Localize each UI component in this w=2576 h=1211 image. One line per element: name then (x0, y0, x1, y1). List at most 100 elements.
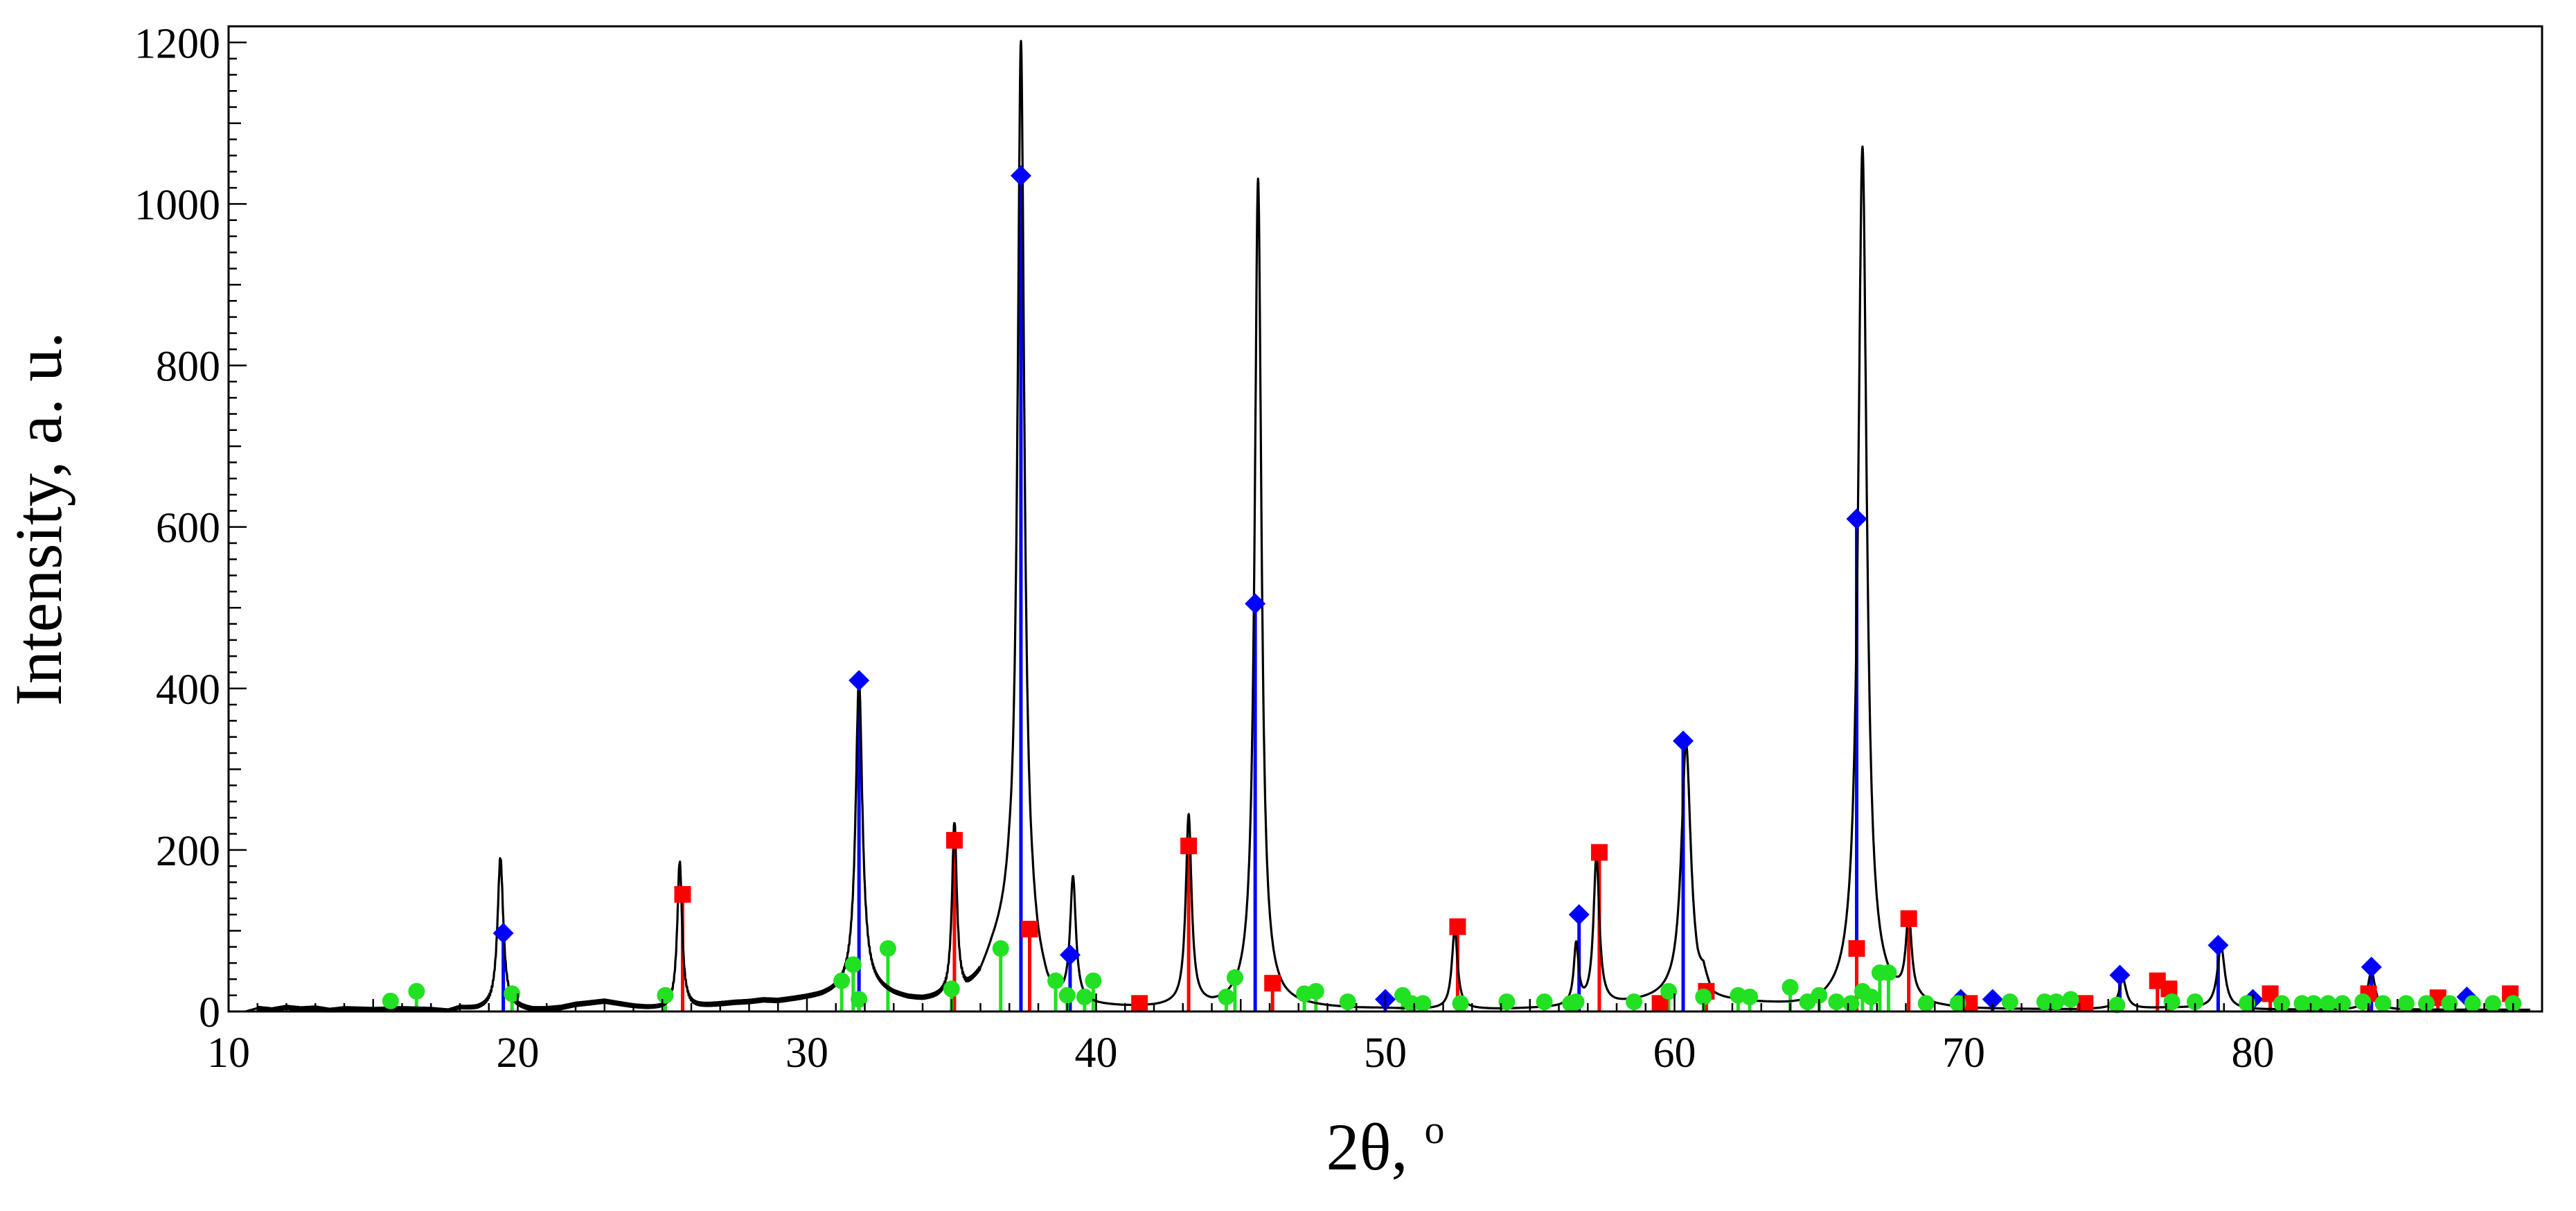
reference-marker-circle (2320, 995, 2337, 1012)
reference-marker-diamond (849, 670, 870, 691)
reference-marker-circle (844, 956, 862, 973)
reference-marker-circle (1842, 995, 1860, 1012)
x-tick-label: 70 (1942, 1029, 1985, 1077)
x-axis-title-main: 2θ, (1326, 1110, 1425, 1184)
reference-marker-circle (1403, 995, 1420, 1012)
reference-marker-circle (1695, 989, 1712, 1006)
reference-marker-circle (1058, 987, 1076, 1004)
reference-marker-circle (1076, 989, 1093, 1006)
x-tick-label: 80 (2232, 1029, 2275, 1077)
reference-marker-circle (1085, 972, 1102, 989)
reference-marker-square (1180, 838, 1198, 855)
reference-marker-circle (1828, 993, 1845, 1011)
reference-marker-circle (943, 980, 960, 998)
reference-marker-diamond (1568, 904, 1590, 926)
x-tick-label: 50 (1364, 1029, 1407, 1077)
reference-marker-circle (2397, 995, 2415, 1012)
y-tick-label: 200 (156, 828, 220, 875)
reference-marker-circle (2001, 993, 2018, 1011)
reference-marker-circle (1307, 982, 1324, 1000)
y-axis-ticks: 0 200 400 600 800 1000 1200 (134, 20, 247, 1036)
reference-marker-circle (879, 940, 896, 957)
reference-marker-diamond (1673, 730, 1694, 752)
reference-marker-circle (2293, 995, 2311, 1012)
x-tick-label: 60 (1653, 1029, 1696, 1077)
reference-marker-circle (2062, 991, 2079, 1008)
reference-marker-circle (504, 985, 521, 1002)
y-tick-label: 1200 (134, 20, 220, 67)
reference-marker-circle (2036, 993, 2053, 1011)
reference-marker-square (1131, 995, 1148, 1012)
x-axis-title: 2θ, o (1326, 1107, 1445, 1184)
reference-marker-circle (2305, 995, 2322, 1012)
reference-marker-circle (2441, 995, 2458, 1012)
reference-marker-circle (1626, 993, 1643, 1011)
reference-marker-circle (1567, 993, 1585, 1011)
reference-marker-diamond (1245, 593, 1266, 615)
reference-marker-square (945, 831, 963, 849)
reference-marker-circle (2485, 995, 2502, 1012)
reference-marker-circle (2163, 993, 2180, 1011)
x-tick-label: 30 (785, 1029, 828, 1077)
reference-marker-circle (1452, 995, 1469, 1012)
reference-marker-square (1449, 918, 1466, 935)
reference-marker-diamond (1010, 165, 1031, 186)
reference-marker-circle (1782, 979, 1799, 996)
y-tick-label: 1000 (134, 182, 220, 229)
reference-marker-circle (2108, 996, 2126, 1014)
reference-marker-diamond (492, 922, 514, 944)
reference-marker-circle (408, 982, 425, 1000)
reference-marker-circle (1218, 989, 1235, 1006)
reference-marker-circle (992, 940, 1009, 957)
x-tick-label: 10 (207, 1029, 250, 1077)
reference-marker-diamond (2208, 935, 2229, 956)
reference-marker-diamond (1059, 944, 1081, 966)
x-tick-label: 40 (1075, 1029, 1118, 1077)
reference-marker-circle (2374, 995, 2392, 1012)
reference-marker-square (1021, 921, 1038, 938)
reference-marker-circle (1226, 969, 1243, 987)
reference-marker-circle (1917, 995, 1935, 1012)
reference-marker-diamond (2109, 964, 2131, 986)
reference-marker-square (674, 885, 691, 903)
reference-marker-diamond (1982, 989, 2003, 1010)
reference-marker-circle (2239, 995, 2256, 1012)
reference-marker-circle (1949, 995, 1966, 1012)
reference-marker-square (1900, 910, 1917, 927)
reference-markers (382, 165, 2522, 1014)
reference-marker-circle (1047, 972, 1065, 989)
reference-marker-diamond (1846, 509, 1867, 529)
reference-marker-square (1264, 975, 1281, 992)
y-tick-label: 800 (156, 344, 220, 391)
y-tick-label: 0 (199, 989, 220, 1036)
reference-marker-circle (657, 987, 674, 1004)
reference-marker-circle (1880, 964, 1897, 982)
reference-marker-circle (1741, 989, 1759, 1006)
reference-marker-circle (1811, 987, 1828, 1004)
reference-marker-square (1590, 844, 1608, 861)
reference-marker-circle (1414, 995, 1432, 1012)
x-axis-title-superscript: o (1424, 1107, 1444, 1152)
reference-marker-circle (2334, 995, 2351, 1012)
reference-marker-square (1848, 940, 1865, 957)
reference-marker-circle (833, 972, 851, 989)
reference-marker-circle (2354, 993, 2372, 1011)
reference-marker-diamond (2361, 956, 2382, 978)
reference-marker-circle (1863, 989, 1880, 1006)
x-tick-label: 20 (497, 1029, 540, 1077)
diffraction-pattern-line (245, 39, 2532, 1013)
reference-marker-circle (2187, 993, 2203, 1011)
x-axis-ticks: 10 20 30 40 50 60 70 80 (207, 993, 2543, 1077)
reference-marker-circle (1498, 993, 1516, 1011)
y-tick-label: 600 (156, 505, 220, 552)
y-tick-label: 400 (156, 666, 220, 714)
reference-marker-circle (851, 991, 868, 1008)
reference-marker-circle (1660, 982, 1678, 1000)
reference-marker-circle (1339, 993, 1356, 1011)
reference-marker-circle (382, 992, 399, 1009)
reference-marker-circle (1536, 993, 1553, 1011)
reference-marker-circle (2048, 993, 2065, 1011)
reference-marker-circle (2464, 995, 2481, 1012)
